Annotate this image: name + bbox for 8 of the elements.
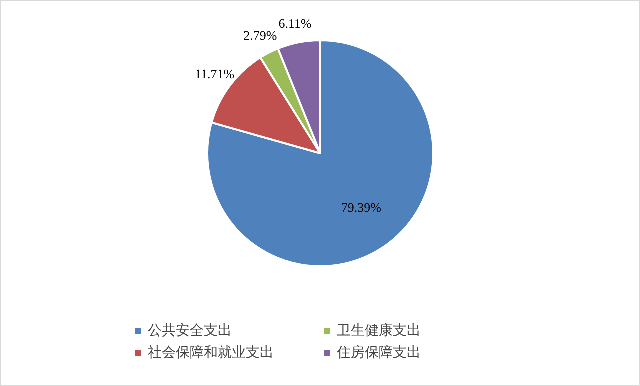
- legend-label: 社会保障和就业支出: [148, 344, 275, 362]
- legend-label: 卫生健康支出: [337, 322, 422, 340]
- legend-label: 公共安全支出: [148, 322, 233, 340]
- legend-label: 住房保障支出: [337, 344, 422, 362]
- data-label: 11.71%: [194, 66, 235, 82]
- data-label: 79.39%: [341, 200, 382, 216]
- data-label: 6.11%: [278, 16, 312, 32]
- data-label: 2.79%: [244, 28, 278, 44]
